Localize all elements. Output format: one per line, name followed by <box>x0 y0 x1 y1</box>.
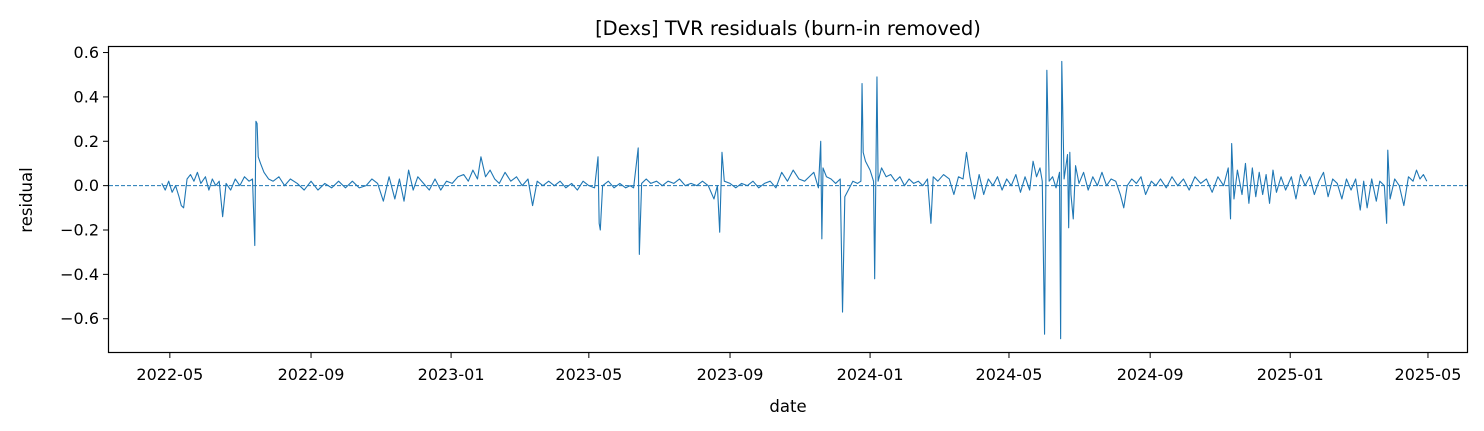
x-axis-title: date <box>769 397 806 416</box>
x-tick-label: 2024-05 <box>976 365 1043 384</box>
x-tick-label: 2023-09 <box>697 365 764 384</box>
x-tick-label: 2022-09 <box>278 365 345 384</box>
y-tick-label: 0.4 <box>74 87 99 106</box>
y-tick-label: 0.6 <box>74 43 99 62</box>
y-tick-label: −0.6 <box>60 309 99 328</box>
x-tick-label: 2024-01 <box>837 365 904 384</box>
x-tick-label: 2023-01 <box>418 365 485 384</box>
y-axis-title: residual <box>17 167 36 232</box>
x-tick-label: 2025-01 <box>1257 365 1324 384</box>
plot-area <box>108 46 1468 353</box>
x-axis: 2022-05 2022-09 2023-01 2023-05 2023-09 2024-… <box>136 352 1461 384</box>
y-tick-label: 0.2 <box>74 132 99 151</box>
series-line-1 <box>161 60 1428 340</box>
series-group <box>161 60 1428 340</box>
x-tick-label: 2022-05 <box>136 365 203 384</box>
x-tick-label: 2025-05 <box>1395 365 1462 384</box>
chart-title: [Dexs] TVR residuals (burn-in removed) <box>595 17 981 40</box>
y-tick-label: −0.4 <box>60 265 99 284</box>
y-axis: −0.6 −0.4 −0.2 0.0 0.2 0.4 0.6 <box>60 43 109 328</box>
y-tick-label: 0.0 <box>74 176 99 195</box>
plot-frame <box>107 45 1469 354</box>
y-tick-label: −0.2 <box>60 221 99 240</box>
x-tick-label: 2023-05 <box>555 365 622 384</box>
x-tick-label: 2024-09 <box>1117 365 1184 384</box>
